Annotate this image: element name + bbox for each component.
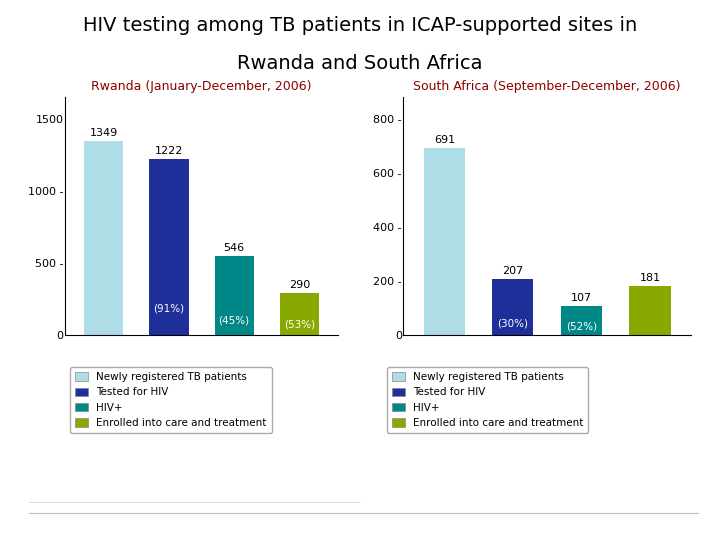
- Text: Rwanda and South Africa: Rwanda and South Africa: [238, 54, 482, 73]
- Text: 290: 290: [289, 280, 310, 290]
- Text: 546: 546: [224, 244, 245, 253]
- Text: 107: 107: [571, 293, 592, 303]
- Bar: [629, 286, 670, 335]
- Bar: [84, 140, 123, 335]
- Text: 181: 181: [639, 273, 661, 283]
- Text: HIV testing among TB patients in ICAP-supported sites in: HIV testing among TB patients in ICAP-su…: [83, 16, 637, 35]
- Bar: [561, 306, 602, 335]
- Bar: [492, 279, 534, 335]
- Text: (45%): (45%): [219, 315, 250, 326]
- Text: (52%): (52%): [566, 321, 597, 332]
- Text: (91%): (91%): [153, 303, 184, 314]
- Text: 1349: 1349: [90, 127, 118, 138]
- Legend: Newly registered TB patients, Tested for HIV, HIV+, Enrolled into care and treat: Newly registered TB patients, Tested for…: [387, 367, 588, 433]
- Title: South Africa (September-December, 2006): South Africa (September-December, 2006): [413, 80, 681, 93]
- Text: 207: 207: [503, 266, 523, 276]
- Bar: [280, 293, 319, 335]
- Text: (30%): (30%): [498, 318, 528, 328]
- Bar: [150, 159, 189, 335]
- Text: 691: 691: [433, 136, 455, 145]
- Title: Rwanda (January-December, 2006): Rwanda (January-December, 2006): [91, 80, 312, 93]
- Legend: Newly registered TB patients, Tested for HIV, HIV+, Enrolled into care and treat: Newly registered TB patients, Tested for…: [70, 367, 271, 433]
- Bar: [215, 256, 253, 335]
- Text: 1222: 1222: [155, 146, 183, 156]
- Bar: [424, 148, 465, 335]
- Text: (53%): (53%): [284, 320, 315, 330]
